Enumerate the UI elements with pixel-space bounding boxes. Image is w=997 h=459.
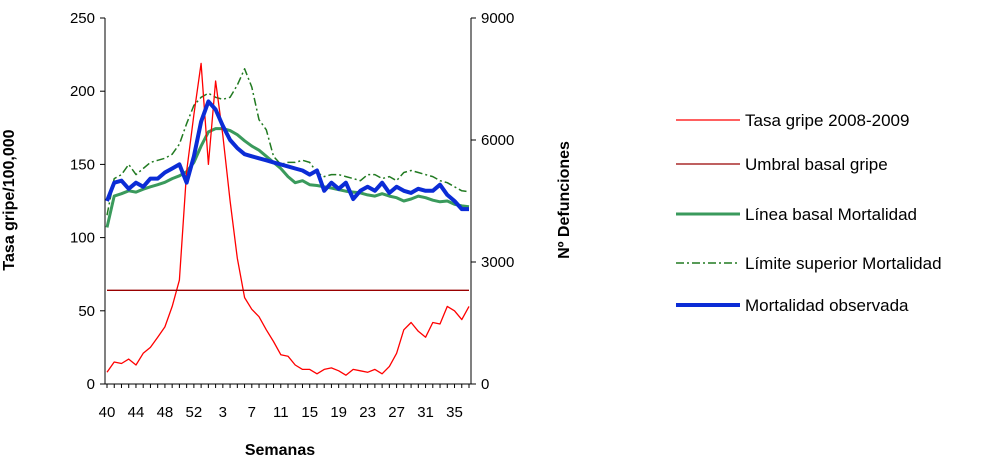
x-tick-label: 27	[388, 404, 405, 421]
x-tick-label: 23	[359, 404, 376, 421]
right-y-tick-label: 0	[481, 376, 489, 393]
tick-labels: 0 50 100 150 200 250 0 3000 6000 9000 40 44 48 52 3 7 11…	[70, 10, 514, 421]
left-y-tick-label: 200	[70, 83, 95, 100]
legend-label: Límite superior Mortalidad	[745, 254, 942, 273]
left-y-tick-label: 100	[70, 230, 95, 247]
x-tick-label: 3	[219, 404, 227, 421]
axes	[100, 17, 476, 388]
x-tick-label: 40	[99, 404, 116, 421]
legend-label: Umbral basal gripe	[745, 155, 888, 174]
left-y-tick-label: 150	[70, 156, 95, 173]
series-line	[105, 127, 470, 228]
x-tick-label: 19	[330, 404, 347, 421]
x-tick-label: 35	[446, 404, 463, 421]
legend-label: Mortalidad observada	[745, 296, 909, 315]
legend: Tasa gripe 2008-2009 Umbral basal gripe Lí…	[676, 111, 942, 315]
right-y-axis-title: Nº Defunciones	[556, 141, 573, 259]
left-y-tick-label: 50	[78, 303, 95, 320]
plot-lines	[105, 62, 470, 376]
x-tick-label: 31	[417, 404, 434, 421]
left-y-tick-label: 0	[87, 376, 95, 393]
right-y-tick-label: 3000	[481, 254, 514, 271]
x-tick-label: 11	[273, 404, 289, 421]
right-y-tick-label: 6000	[481, 132, 514, 149]
left-y-tick-label: 250	[70, 10, 95, 27]
x-tick-label: 15	[301, 404, 318, 421]
left-y-axis-title: Tasa gripe/100,000	[1, 129, 18, 270]
series-line	[105, 99, 469, 212]
legend-label: Línea basal Mortalidad	[745, 205, 917, 224]
right-y-tick-label: 9000	[481, 10, 514, 27]
legend-label: Tasa gripe 2008-2009	[745, 111, 909, 130]
x-axis-title: Semanas	[245, 442, 315, 459]
x-tick-label: 7	[248, 404, 256, 421]
x-tick-label: 48	[157, 404, 174, 421]
x-tick-label: 52	[186, 404, 203, 421]
series-line	[106, 62, 470, 376]
series-line	[106, 68, 470, 216]
x-tick-label: 44	[128, 404, 145, 421]
